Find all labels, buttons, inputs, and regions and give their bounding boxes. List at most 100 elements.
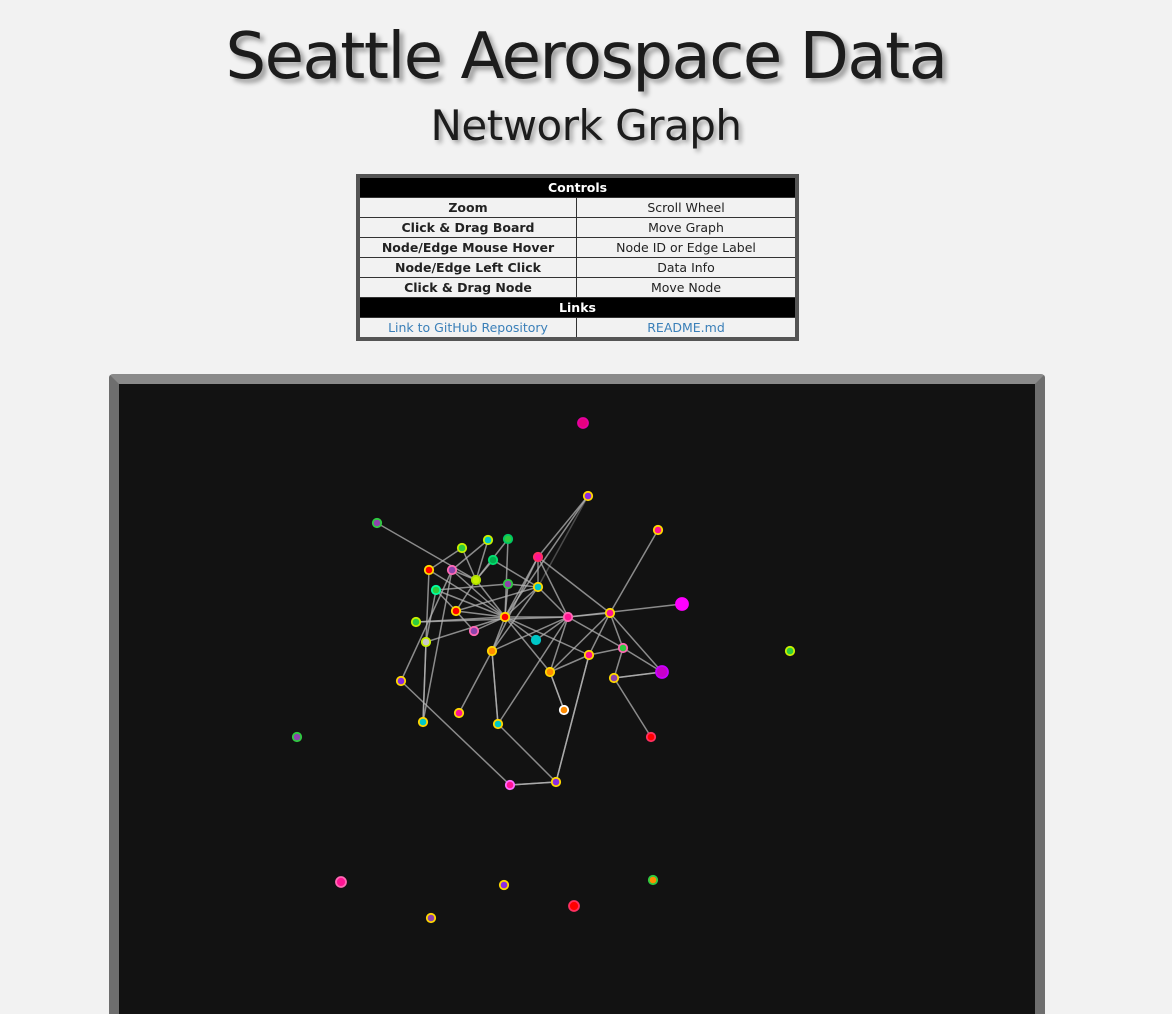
graph-edge[interactable] <box>555 654 590 783</box>
graph-edge[interactable] <box>504 583 509 618</box>
graph-node[interactable] <box>417 716 429 728</box>
graph-node[interactable] <box>532 581 544 593</box>
graph-edge[interactable] <box>425 569 430 643</box>
graph-node[interactable] <box>371 517 383 529</box>
graph-node[interactable] <box>562 611 574 623</box>
graph-node[interactable] <box>499 611 511 623</box>
graph-node[interactable] <box>583 649 595 661</box>
graph-edge[interactable] <box>504 616 551 673</box>
graph-node[interactable] <box>453 707 465 719</box>
graph-node[interactable] <box>430 584 442 596</box>
graph-node[interactable] <box>504 779 516 791</box>
graph-edge[interactable] <box>451 539 489 571</box>
graph-node[interactable] <box>487 554 499 566</box>
graph-edge[interactable] <box>491 586 539 652</box>
graph-node[interactable] <box>335 876 347 888</box>
graph-edge[interactable] <box>549 654 590 673</box>
graph-node[interactable] <box>502 578 514 590</box>
graph-edge[interactable] <box>504 616 537 641</box>
graph-node[interactable] <box>558 704 570 716</box>
graph-node[interactable] <box>486 645 498 657</box>
readme-link[interactable]: README.md <box>647 320 725 335</box>
graph-node[interactable] <box>470 574 482 586</box>
graph-edge[interactable] <box>613 647 624 679</box>
graph-node[interactable] <box>544 666 556 678</box>
graph-edge[interactable] <box>537 495 589 558</box>
graph-edge[interactable] <box>451 569 506 618</box>
graph-node[interactable] <box>655 665 669 679</box>
graph-edge[interactable] <box>567 603 683 618</box>
graph-node[interactable] <box>530 634 542 646</box>
graph-node[interactable] <box>291 731 303 743</box>
graph-edge[interactable] <box>376 522 477 581</box>
graph-edge[interactable] <box>491 650 499 725</box>
graph-edge[interactable] <box>537 556 611 614</box>
graph-node[interactable] <box>645 731 657 743</box>
graph-node[interactable] <box>420 636 432 648</box>
graph-node[interactable] <box>446 564 458 576</box>
graph-edge[interactable] <box>422 569 453 723</box>
graph-edge[interactable] <box>609 612 624 649</box>
graph-edge[interactable] <box>422 641 427 723</box>
graph-node[interactable] <box>568 900 580 912</box>
graph-node[interactable] <box>492 718 504 730</box>
graph-node[interactable] <box>532 551 544 563</box>
network-graph-canvas[interactable] <box>109 374 1045 1014</box>
graph-edge[interactable] <box>458 650 493 714</box>
graph-edge[interactable] <box>609 529 659 614</box>
graph-edge[interactable] <box>588 612 611 656</box>
graph-node[interactable] <box>498 879 510 891</box>
graph-edge[interactable] <box>588 647 624 656</box>
graph-edge[interactable] <box>613 671 663 679</box>
graph-node[interactable] <box>482 534 494 546</box>
graph-edge[interactable] <box>455 579 477 612</box>
graph-edge[interactable] <box>537 495 589 588</box>
graph-node[interactable] <box>450 605 462 617</box>
graph-edge[interactable] <box>415 616 569 623</box>
graph-edge[interactable] <box>492 559 539 588</box>
graph-edge[interactable] <box>491 556 539 652</box>
graph-node[interactable] <box>647 874 659 886</box>
graph-edge[interactable] <box>622 647 663 673</box>
graph-node[interactable] <box>410 616 422 628</box>
graph-edge[interactable] <box>549 671 565 711</box>
graph-edge[interactable] <box>613 677 652 738</box>
graph-edge[interactable] <box>509 781 557 786</box>
graph-node[interactable] <box>502 533 514 545</box>
graph-node[interactable] <box>423 564 435 576</box>
graph-edge[interactable] <box>475 539 489 581</box>
graph-node[interactable] <box>468 625 480 637</box>
graph-edge[interactable] <box>535 616 569 641</box>
graph-node[interactable] <box>550 776 562 788</box>
graph-edge[interactable] <box>400 569 453 682</box>
graph-edge[interactable] <box>455 586 539 612</box>
graph-edge[interactable] <box>549 616 569 673</box>
graph-edge[interactable] <box>537 556 569 618</box>
github-repository-link[interactable]: Link to GitHub Repository <box>388 320 548 335</box>
graph-edge[interactable] <box>455 610 506 618</box>
graph-edge[interactable] <box>400 680 511 786</box>
graph-edge[interactable] <box>549 612 611 673</box>
controls-row-left-click: Node/Edge Left Click Data Info <box>357 257 798 278</box>
graph-edge[interactable] <box>428 547 463 571</box>
graph-edge[interactable] <box>609 612 663 673</box>
graph-node[interactable] <box>577 417 589 429</box>
graph-edge[interactable] <box>567 616 624 649</box>
graph-edge[interactable] <box>497 723 557 783</box>
graph-edge[interactable] <box>504 616 590 656</box>
graph-node[interactable] <box>604 607 616 619</box>
graph-edge[interactable] <box>497 616 569 725</box>
graph-node[interactable] <box>784 645 796 657</box>
graph-node[interactable] <box>456 542 468 554</box>
graph-node[interactable] <box>608 672 620 684</box>
graph-node[interactable] <box>582 490 594 502</box>
graph-node[interactable] <box>425 912 437 924</box>
graph-node[interactable] <box>652 524 664 536</box>
graph-node[interactable] <box>675 597 689 611</box>
graph-edge[interactable] <box>461 547 477 581</box>
graph-edge[interactable] <box>537 586 569 618</box>
graph-node[interactable] <box>617 642 629 654</box>
graph-edge[interactable] <box>491 616 569 652</box>
graph-node[interactable] <box>395 675 407 687</box>
network-graph-board[interactable] <box>109 374 1045 1014</box>
